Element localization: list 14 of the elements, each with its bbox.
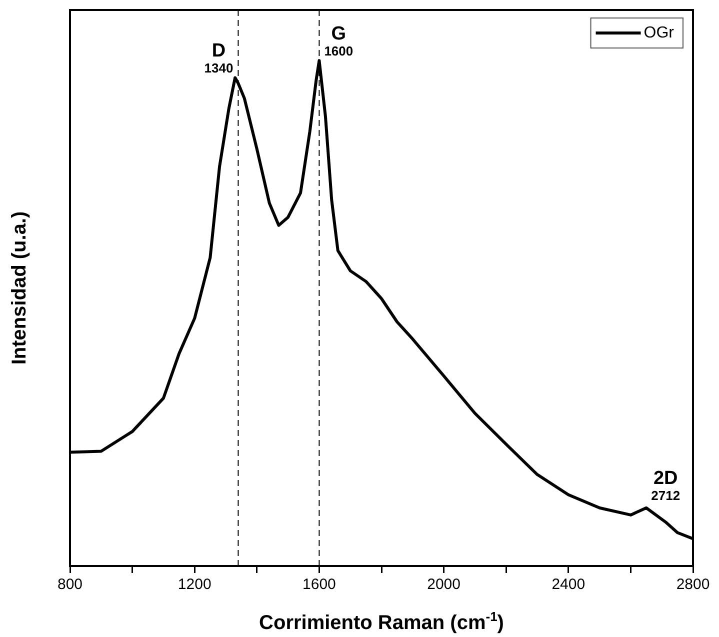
x-tick-label: 2800	[676, 576, 710, 594]
annotation: 2D	[653, 468, 678, 490]
y-axis-title: Intensidad (u.a.)	[8, 211, 31, 365]
annotation: D	[212, 40, 226, 62]
x-tick-label: 800	[57, 576, 83, 594]
legend-label: OGr	[644, 24, 675, 42]
annotation: 2712	[651, 488, 680, 504]
x-tick-label: 1200	[178, 576, 212, 594]
x-tick-label: 1600	[302, 576, 336, 594]
annotation: G	[331, 24, 346, 45]
annotation: 1600	[324, 44, 354, 59]
x-tick-label: 2400	[552, 576, 586, 594]
annotation: 1340	[204, 60, 234, 76]
x-tick-label: 2000	[427, 576, 460, 594]
